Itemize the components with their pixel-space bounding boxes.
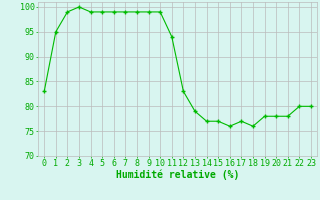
X-axis label: Humidité relative (%): Humidité relative (%) (116, 170, 239, 180)
